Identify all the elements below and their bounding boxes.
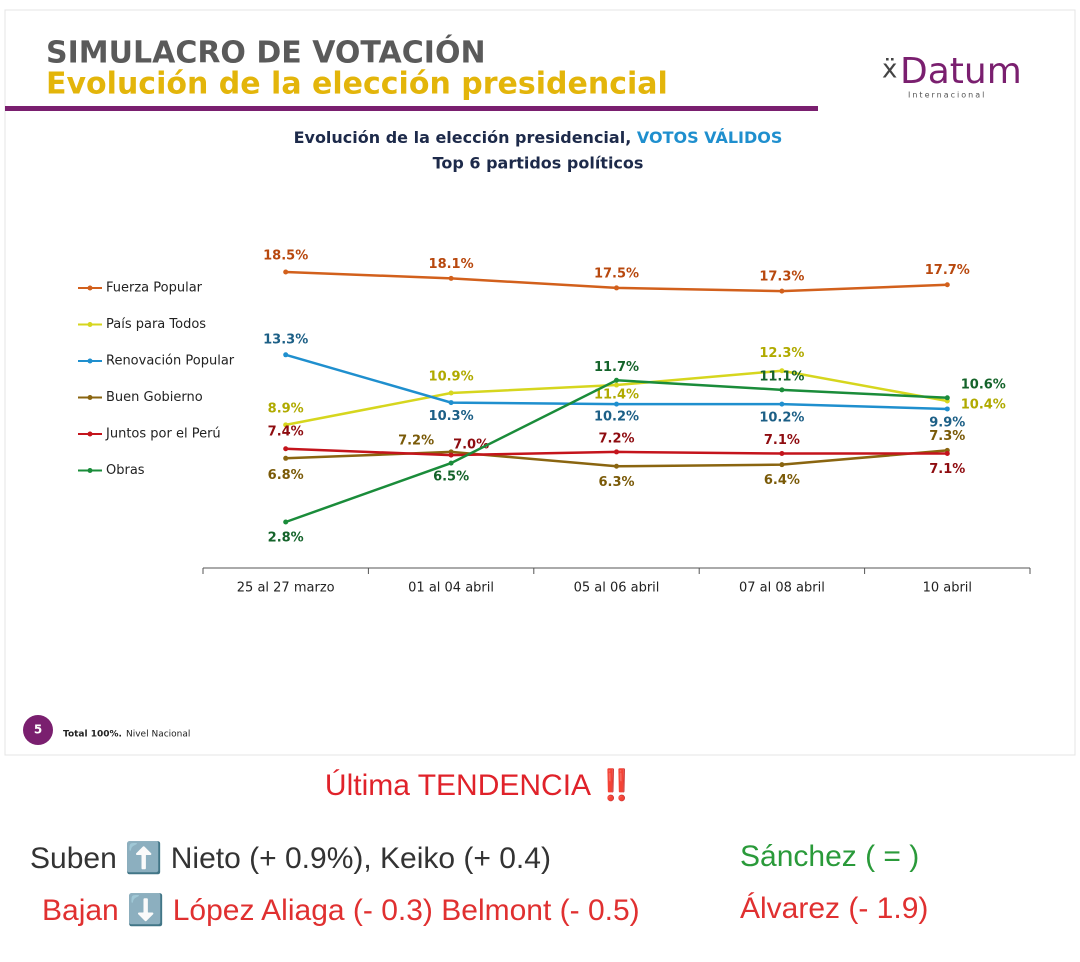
slide (4, 9, 1076, 756)
legend-dot (87, 431, 93, 437)
trend-up: Suben ⬆️ Nieto (+ 0.9%), Keiko (+ 0.4) (30, 840, 551, 875)
data-point (779, 387, 785, 393)
data-label: 17.3% (759, 270, 804, 285)
data-point (283, 446, 289, 452)
legend-dot (87, 322, 93, 327)
data-label: 10.9% (429, 370, 474, 385)
data-label: 10.2% (759, 411, 804, 426)
data-point (779, 368, 785, 374)
data-label: 7.0% (453, 438, 489, 453)
data-point (779, 401, 785, 407)
data-label: 6.4% (764, 473, 800, 488)
data-label: 17.5% (594, 266, 639, 281)
chart-subtitle: Top 6 partidos políticos (433, 154, 644, 173)
data-point (779, 288, 785, 294)
data-label: 7.2% (598, 431, 634, 446)
legend-label: Obras (106, 463, 145, 478)
data-point (283, 519, 289, 525)
data-label: 12.3% (759, 346, 804, 361)
trend-down: Bajan ⬇️ López Aliaga (- 0.3) Belmont (-… (42, 892, 640, 927)
header-subtitle: Evolución de la elección presidencial (46, 67, 668, 102)
data-point (944, 282, 950, 288)
data-label: 11.7% (594, 360, 639, 375)
data-label: 6.8% (268, 468, 304, 483)
data-point (283, 269, 289, 275)
data-label: 9.9% (929, 415, 965, 430)
legend-label: Buen Gobierno (106, 390, 203, 405)
data-label: 7.1% (764, 433, 800, 448)
legend-dot (87, 395, 93, 400)
legend-label: Renovación Popular (106, 354, 235, 369)
legend-label: País para Todos (106, 317, 206, 332)
data-label: 13.3% (263, 332, 308, 347)
logo-sub: Internacional (908, 91, 986, 100)
data-point (614, 382, 619, 388)
page-number: 5 (34, 723, 42, 737)
legend-label: Juntos por el Perú (105, 427, 221, 442)
data-point (448, 275, 454, 281)
logo: Datum (900, 51, 1022, 92)
data-point (448, 452, 454, 458)
data-label: 17.7% (925, 263, 970, 278)
data-label: 18.5% (263, 249, 308, 264)
data-point (779, 462, 785, 468)
page-badge (23, 715, 53, 745)
data-label: 10.6% (961, 377, 1006, 392)
data-label: 7.2% (398, 433, 434, 448)
data-label: 6.3% (598, 475, 634, 490)
data-point (944, 406, 950, 412)
data-label: 7.4% (268, 424, 304, 439)
x-tick-label: 25 al 27 marzo (237, 581, 335, 596)
trend-heading: Última TENDENCIA ‼️ (325, 767, 635, 802)
data-label: 8.9% (268, 401, 304, 416)
legend-dot (87, 468, 93, 473)
data-point (614, 401, 619, 407)
data-point (448, 400, 454, 406)
data-point (283, 422, 289, 428)
data-point (614, 449, 619, 455)
data-point (283, 455, 289, 461)
legend-label: Fuerza Popular (106, 281, 203, 296)
data-point (614, 377, 619, 383)
data-label: 2.8% (268, 531, 304, 546)
footer-total: Total 100%. (63, 730, 122, 740)
legend-dot (87, 285, 93, 291)
legend-dot (87, 358, 93, 364)
chart-title-text: Evolución de la elección presidencial, (294, 128, 632, 147)
data-label: 18.1% (429, 257, 474, 272)
data-point (944, 395, 950, 401)
data-point (944, 451, 950, 457)
trend-same: Sánchez ( = ) (740, 840, 919, 873)
data-label: 6.5% (433, 470, 469, 485)
data-point (779, 451, 785, 457)
x-tick-label: 05 al 06 abril (574, 581, 660, 596)
chart-title-highlight: VOTOS VÁLIDOS (637, 128, 783, 147)
data-point (448, 460, 454, 466)
logo-icon: ẍ (882, 55, 897, 85)
data-point (448, 390, 454, 396)
data-label: 10.2% (594, 410, 639, 425)
header-title: SIMULACRO DE VOTACIÓN (46, 34, 486, 71)
x-tick-label: 10 abril (923, 581, 972, 596)
data-point (614, 285, 619, 291)
data-point (614, 463, 619, 469)
chart-title: Evolución de la elección presidencial, V… (294, 128, 783, 147)
data-point (283, 352, 289, 358)
data-label: 7.1% (929, 462, 965, 477)
data-label: 11.4% (594, 388, 639, 403)
data-label: 10.4% (961, 397, 1006, 412)
header-bar (5, 106, 818, 111)
data-label: 10.3% (429, 409, 474, 424)
footer-scope: Nivel Nacional (126, 730, 190, 740)
trend-down-2: Álvarez (- 1.9) (740, 892, 928, 925)
x-tick-label: 07 al 08 abril (739, 581, 825, 596)
data-label: 11.1% (759, 369, 804, 384)
x-tick-label: 01 al 04 abril (408, 581, 494, 596)
data-label: 7.3% (929, 429, 965, 444)
